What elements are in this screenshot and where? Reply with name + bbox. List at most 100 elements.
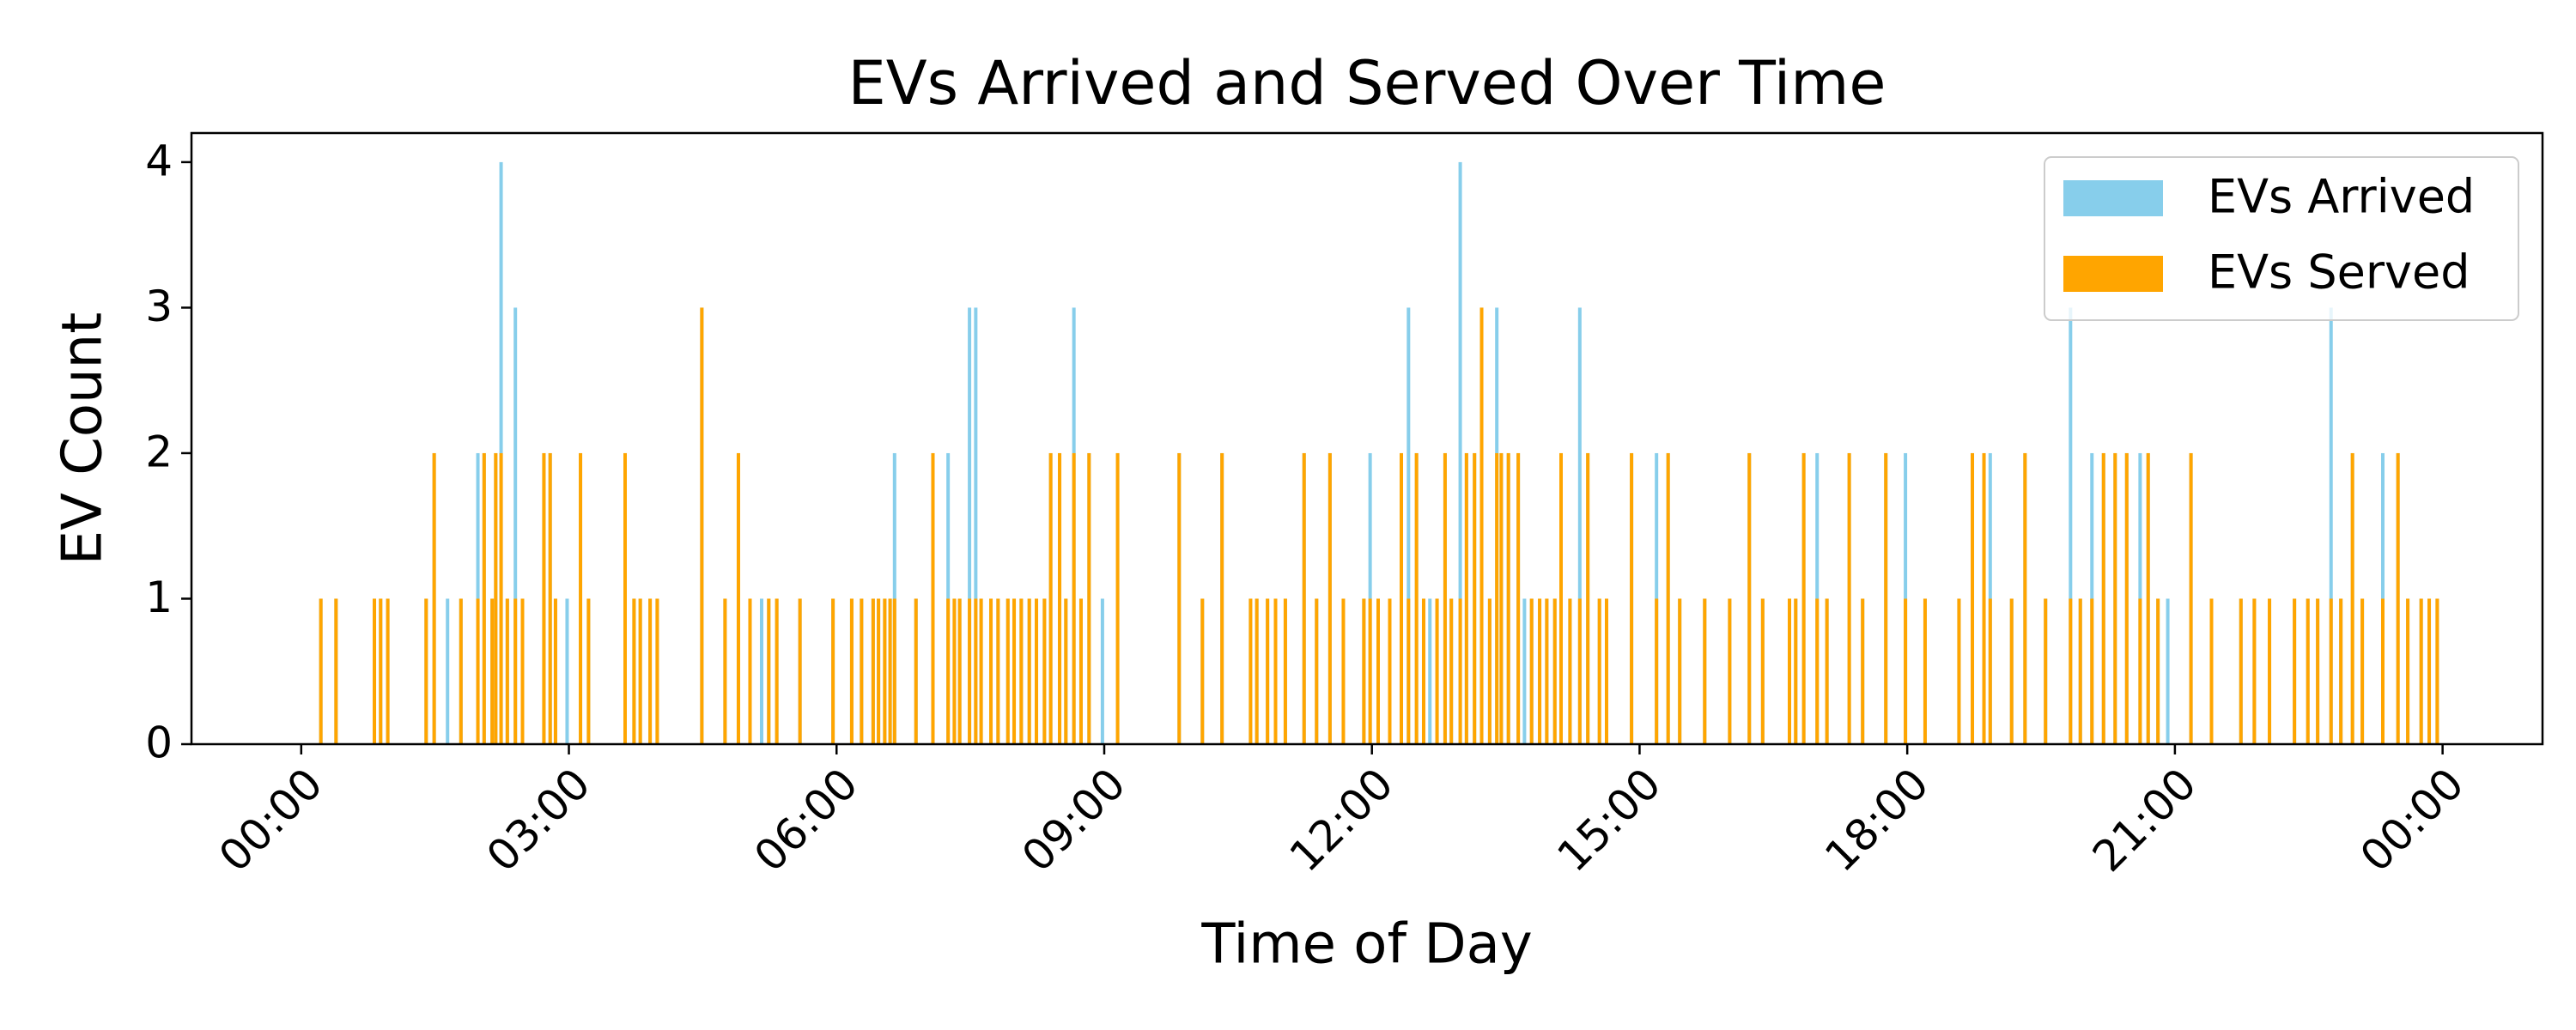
bar [513,598,518,744]
bar [1283,598,1287,744]
bar [2101,452,2105,744]
bar [1678,598,1682,744]
bar [871,598,875,744]
bar [2044,598,2048,744]
bar [2124,452,2129,744]
bar [499,452,503,744]
bar [2166,598,2170,744]
bar [1035,598,1039,744]
bar [1266,598,1270,744]
bar [2360,598,2365,744]
bar [2316,598,2320,744]
bar [2252,598,2257,744]
plot-area [319,161,2439,744]
bar [2239,598,2243,744]
bar [1559,452,1564,744]
bar [2209,598,2214,744]
bar [1449,598,1454,744]
bar [1597,598,1601,744]
bar [2435,598,2439,744]
bar [1327,452,1332,744]
bar [1577,307,1582,744]
bar [623,452,627,744]
bar [1048,452,1053,744]
bar [775,598,779,744]
bar [1545,598,1549,744]
bar [632,598,636,744]
bar [1058,452,1062,744]
bar [2339,598,2343,744]
bar [1747,452,1752,744]
chart-title: EVs Arrived and Served Over Time [848,48,1886,118]
bar [1249,598,1253,744]
bar [648,598,653,744]
bar [1703,598,1707,744]
bar [2406,598,2410,744]
bar [2189,452,2193,744]
bar [2350,452,2354,744]
bar [1400,452,1404,744]
bar [2138,598,2142,744]
bar [914,598,918,744]
bar [494,452,498,744]
bar [1368,598,1372,744]
bar [1388,598,1392,744]
bar [736,452,740,744]
bar [1516,452,1521,744]
bar [1884,452,1888,744]
bar [565,598,569,744]
bar [2427,598,2432,744]
bar [1788,598,1792,744]
bar [2023,452,2027,744]
bar [1273,598,1278,744]
bar [1078,598,1083,744]
bar [957,598,962,744]
bar [883,598,887,744]
bar [968,598,972,744]
bar [1042,598,1047,744]
bar [798,598,802,744]
bar [1255,598,1259,744]
bar [542,452,546,744]
bar [432,452,436,744]
bar [1552,598,1557,744]
bar [2306,598,2310,744]
bar [1414,452,1419,744]
bar [1538,598,1542,744]
bar [1177,452,1182,744]
bar [1728,598,1732,744]
bar [1458,598,1462,744]
bar [1499,452,1504,744]
bar [1005,598,1010,744]
bar [2009,598,2014,744]
bar [2329,307,2333,744]
x-axis-label: Time of Day [1200,913,1532,977]
bar [1982,452,1986,744]
bar [1568,598,1572,744]
bar [1428,598,1432,744]
bar [1362,598,1366,744]
bar [1760,598,1765,744]
bar [1115,452,1120,744]
y-tick-label: 3 [145,282,173,331]
bar [723,598,727,744]
bar [1529,598,1534,744]
bar [373,598,377,744]
bar [931,452,935,744]
bar [1376,598,1380,744]
bar [2069,307,2073,744]
bar [1027,598,1031,744]
bar [513,307,518,744]
bar [877,598,881,744]
bar [319,598,323,744]
bar [979,598,983,744]
bar [638,598,642,744]
bar [1522,598,1527,744]
bar [1464,452,1468,744]
axes-frame [190,131,2544,746]
bar [1801,452,1806,744]
bar [553,598,557,744]
bar [1458,161,1462,744]
bar [1019,598,1024,744]
bar [490,598,495,744]
